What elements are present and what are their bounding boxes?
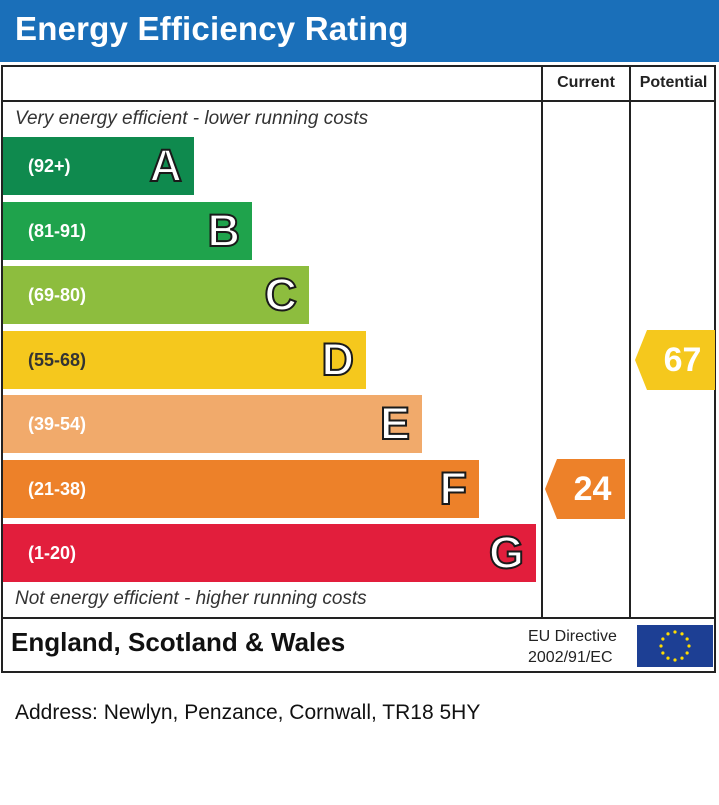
- band-range-label: (69-80): [28, 285, 87, 305]
- current-rating-value: 24: [573, 470, 612, 508]
- eu-star: [685, 651, 689, 655]
- page-title: Energy Efficiency Rating: [15, 10, 409, 47]
- rating-band-c: (69-80) C: [3, 266, 309, 324]
- band-letter: A: [149, 139, 183, 192]
- potential-column-header: Potential: [639, 74, 708, 91]
- band-range-label: (92+): [28, 156, 71, 176]
- rating-band-b: (81-91) B: [3, 202, 252, 260]
- directive-line-2: 2002/91/EC: [528, 649, 613, 666]
- current-arrow-shape: [545, 459, 625, 519]
- top-caption: Very energy efficient - lower running co…: [15, 108, 369, 129]
- eu-flag-icon: [637, 625, 713, 667]
- eu-star: [685, 637, 689, 641]
- potential-column-divider: [629, 65, 631, 618]
- band-range-label: (81-91): [28, 221, 87, 241]
- rating-band-a: (92+) A: [3, 137, 194, 195]
- eu-star: [666, 656, 670, 660]
- rating-band-e: (39-54) E: [3, 395, 422, 453]
- band-letter: B: [207, 204, 241, 257]
- band-letter: F: [439, 462, 468, 515]
- header-divider: [1, 100, 716, 102]
- rating-table: [1, 65, 716, 673]
- bottom-caption: Not energy efficient - higher running co…: [15, 588, 367, 609]
- band-letter: E: [379, 397, 411, 450]
- directive-line-1: EU Directive: [528, 628, 617, 645]
- eu-star: [659, 644, 663, 648]
- address: Address: Newlyn, Penzance, Cornwall, TR1…: [15, 701, 481, 724]
- eu-star: [680, 656, 684, 660]
- potential-rating-arrow: 67: [635, 330, 715, 390]
- footer-divider: [1, 617, 716, 619]
- eu-star: [666, 632, 670, 636]
- eu-star: [680, 632, 684, 636]
- current-rating-arrow: 24: [545, 459, 625, 519]
- band-letter: G: [488, 526, 525, 579]
- title-bar: Energy Efficiency Rating: [0, 0, 719, 62]
- eu-star: [673, 658, 677, 662]
- potential-arrow-shape: [635, 330, 715, 390]
- eu-star: [687, 644, 691, 648]
- current-column-header: Current: [557, 74, 615, 91]
- current-column-divider: [541, 65, 543, 618]
- eu-star: [673, 630, 677, 634]
- band-letter: D: [321, 333, 355, 386]
- rating-band-f: (21-38) F: [3, 460, 479, 518]
- band-range-label: (55-68): [28, 350, 87, 370]
- band-range-label: (39-54): [28, 414, 87, 434]
- band-range-label: (21-38): [28, 479, 87, 499]
- potential-rating-value: 67: [663, 341, 702, 379]
- band-letter: C: [264, 268, 298, 321]
- band-range-label: (1-20): [28, 543, 77, 563]
- eu-star: [661, 637, 665, 641]
- rating-band-g: (1-20) G: [3, 524, 536, 582]
- region-label: England, Scotland & Wales: [11, 627, 346, 657]
- eu-star: [661, 651, 665, 655]
- rating-band-d: (55-68) D: [3, 331, 366, 389]
